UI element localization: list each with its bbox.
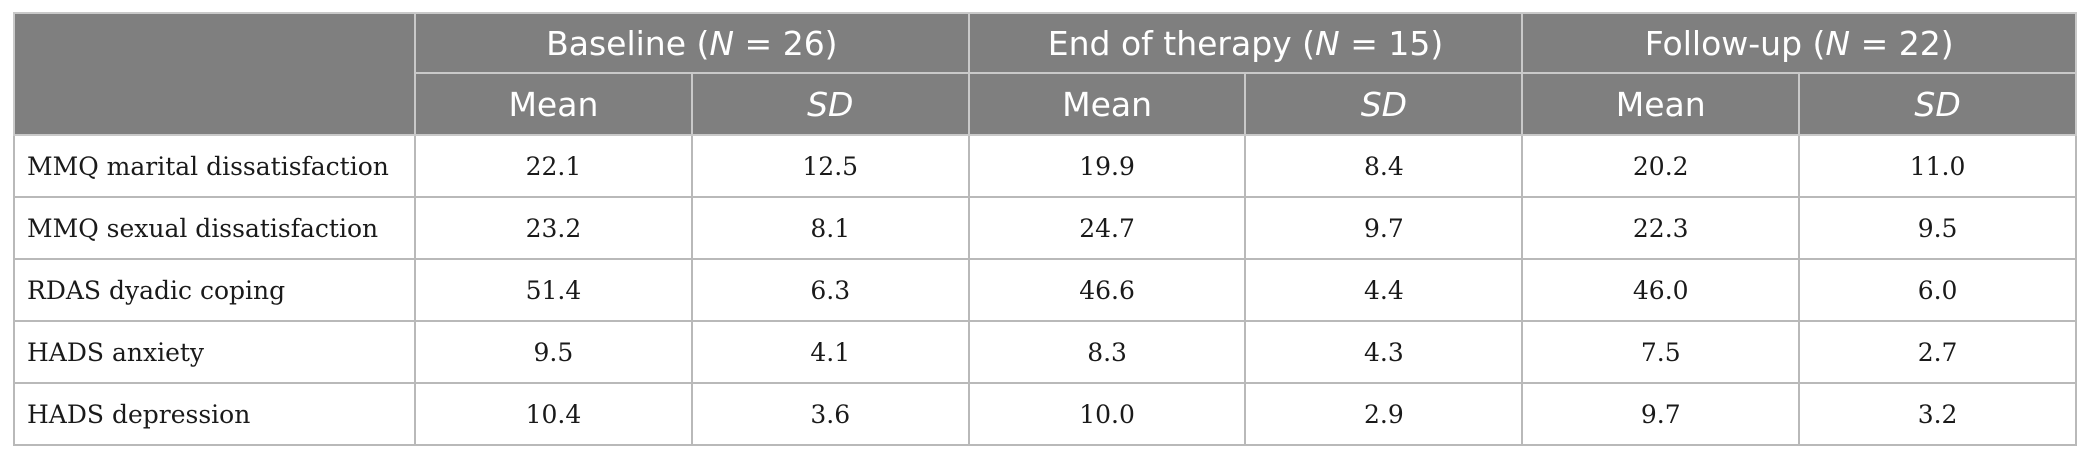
n-symbol: N [1825,23,1851,63]
table-cell: 2.7 [1798,320,2077,384]
group-header-end-of-therapy: End of therapy (N = 15) [967,12,1524,74]
table-cell: 8.3 [967,320,1247,384]
table-row: RDAS dyadic coping 51.4 6.3 46.6 4.4 46.… [13,258,2077,322]
table-cell: 9.7 [1244,196,1524,260]
table-cell: 10.4 [414,382,693,446]
subheader-mean: Mean [414,72,693,136]
subheader-sd: SD [1244,72,1524,136]
n-value: = 22) [1850,23,1954,63]
group-header-row: Baseline (N = 26) End of therapy (N = 15… [13,12,2077,136]
table-cell: 7.5 [1521,320,1801,384]
n-value: = 15) [1339,23,1444,63]
table-cell: 22.1 [414,134,693,198]
row-label: HADS depression [13,382,416,446]
table-cell: 10.0 [967,382,1247,446]
subheader-sd: SD [690,72,970,136]
table-cell: 8.4 [1244,134,1524,198]
table-cell: 6.0 [1798,258,2077,322]
subheader-mean: Mean [1521,72,1801,136]
row-label: MMQ sexual dissatisfaction [13,196,416,260]
table-cell: 46.0 [1521,258,1801,322]
row-label: HADS anxiety [13,320,416,384]
stub-header-cell [13,12,416,136]
row-label: RDAS dyadic coping [13,258,416,322]
table-cell: 20.2 [1521,134,1801,198]
table-cell: 3.2 [1798,382,2077,446]
table-cell: 11.0 [1798,134,2077,198]
table-row: HADS anxiety 9.5 4.1 8.3 4.3 7.5 2.7 [13,320,2077,384]
table-cell: 23.2 [414,196,693,260]
table-cell: 9.5 [414,320,693,384]
group-header-follow-up: Follow-up (N = 22) [1521,12,2077,74]
table-cell: 24.7 [967,196,1247,260]
table-cell: 4.1 [690,320,970,384]
table-cell: 22.3 [1521,196,1801,260]
row-label: MMQ marital dissatisfaction [13,134,416,198]
n-symbol: N [1315,23,1340,63]
n-symbol: N [709,23,735,63]
table-row: MMQ marital dissatisfaction 22.1 12.5 19… [13,134,2077,198]
group-header-baseline: Baseline (N = 26) [414,12,970,74]
table-cell: 6.3 [690,258,970,322]
results-table-container: Baseline (N = 26) End of therapy (N = 15… [13,12,2077,446]
table-row: MMQ sexual dissatisfaction 23.2 8.1 24.7… [13,196,2077,260]
table-row: HADS depression 10.4 3.6 10.0 2.9 9.7 3.… [13,382,2077,446]
results-table: Baseline (N = 26) End of therapy (N = 15… [13,12,2077,446]
subheader-mean: Mean [967,72,1247,136]
table-cell: 4.3 [1244,320,1524,384]
group-label: End of therapy ( [1047,23,1316,63]
table-cell: 4.4 [1244,258,1524,322]
n-value: = 26) [734,23,838,63]
group-label: Baseline ( [546,23,710,63]
group-label: Follow-up ( [1644,23,1826,63]
subheader-sd: SD [1798,72,2077,136]
table-cell: 9.7 [1521,382,1801,446]
table-cell: 46.6 [967,258,1247,322]
table-cell: 2.9 [1244,382,1524,446]
table-cell: 9.5 [1798,196,2077,260]
table-cell: 3.6 [690,382,970,446]
table-cell: 12.5 [690,134,970,198]
table-cell: 51.4 [414,258,693,322]
subheader-row: Mean SD Mean SD Mean SD [14,72,2077,136]
table-cell: 19.9 [967,134,1247,198]
table-cell: 8.1 [690,196,970,260]
